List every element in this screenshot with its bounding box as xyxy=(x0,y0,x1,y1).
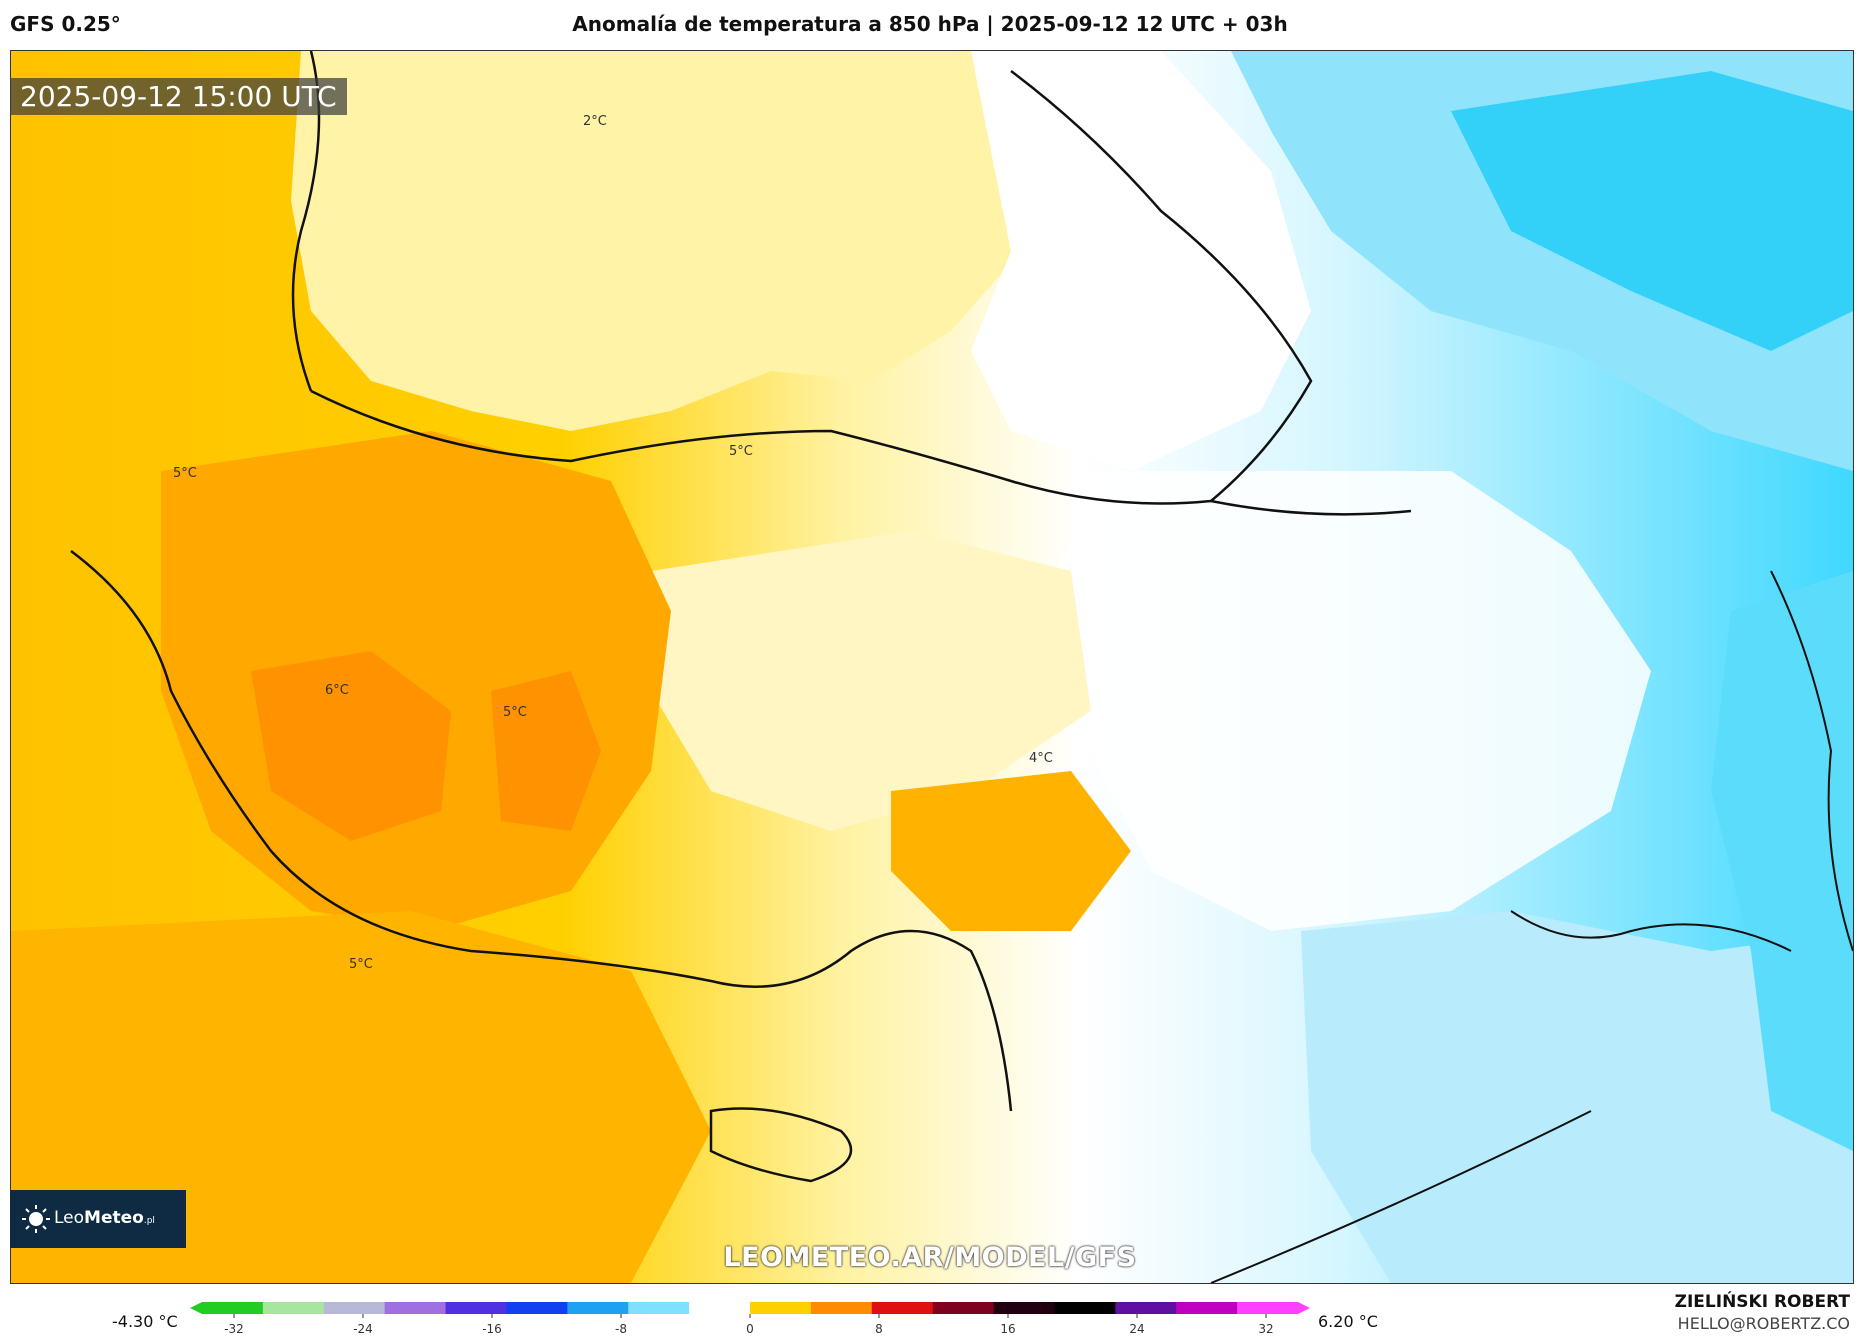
colorbar-tick-label: -24 xyxy=(353,1322,373,1336)
colorbar-cell xyxy=(750,1302,812,1314)
color-scale: -32 -24 -16 -8 0 8 16 24 32 xyxy=(190,1302,1310,1336)
field-white-east-turkey xyxy=(1051,471,1651,931)
colorbar-tick-label: 24 xyxy=(1129,1322,1144,1336)
map-title: Anomalía de temperatura a 850 hPa | 2025… xyxy=(572,12,1288,36)
colorbar-cell xyxy=(1054,1302,1116,1314)
colorbar-cell xyxy=(689,1302,751,1314)
colorbar-tick-label: -32 xyxy=(224,1322,244,1336)
colorbar-cell xyxy=(628,1302,690,1314)
colorbar-cell xyxy=(445,1302,507,1314)
colorbar-cell xyxy=(506,1302,568,1314)
colorbar-cell xyxy=(810,1302,873,1314)
valid-time-badge: 2025-09-12 15:00 UTC xyxy=(10,78,347,115)
logo-wordmark: LeoMeteo.pl xyxy=(54,1208,155,1228)
author-name: ZIELIŃSKI ROBERT xyxy=(1674,1292,1850,1312)
legend-max-value: 6.20 °C xyxy=(1318,1312,1378,1331)
colorbar-tick-label: -16 xyxy=(482,1322,502,1336)
cyprus-outline xyxy=(709,1107,853,1183)
colorbar-cell xyxy=(384,1302,447,1314)
model-name: GFS 0.25° xyxy=(10,12,121,36)
border-turkey-syria xyxy=(1510,910,1792,952)
colorbar-cell xyxy=(1115,1302,1177,1314)
field-blue-east xyxy=(1711,571,1853,1151)
colorbar-cell xyxy=(871,1302,934,1314)
field-blue-se xyxy=(1301,911,1853,1283)
colorbar-tick-label: 16 xyxy=(1000,1322,1015,1336)
colorbar-cell xyxy=(567,1302,629,1314)
colorbar-tick-label: 32 xyxy=(1258,1322,1273,1336)
field-white-blacksea xyxy=(971,51,1311,471)
colorbar-cell xyxy=(932,1302,995,1314)
colorbar-tick-label: 8 xyxy=(875,1322,883,1336)
colorbar-cell xyxy=(262,1302,325,1314)
colorbar-cell xyxy=(993,1302,1055,1314)
field-deepblue-ne xyxy=(1451,71,1853,351)
coastline-east-blacksea xyxy=(1010,70,1313,502)
map-panel[interactable]: 2°C 5°C 5°C 6°C 5°C 4°C 5°C xyxy=(10,50,1854,1284)
border-iran xyxy=(1770,570,1853,952)
field-pale-north xyxy=(291,51,1061,431)
field-darkorange-west xyxy=(251,651,451,841)
contour-label: 5°C xyxy=(729,444,753,459)
field-orange-med xyxy=(11,911,711,1283)
contour-label: 5°C xyxy=(349,957,373,972)
coastline-south xyxy=(70,550,1013,1112)
author-email[interactable]: HELLO@ROBERTZ.CO xyxy=(1677,1314,1850,1333)
colorbar-tick-label: -8 xyxy=(615,1322,627,1336)
field-orange-south xyxy=(891,771,1131,931)
colorbar-cell xyxy=(323,1302,386,1314)
source-watermark: LEOMETEO.AR/MODEL/GFS xyxy=(723,1242,1137,1273)
border-syria-iraq xyxy=(1210,1110,1592,1283)
leometeo-logo[interactable]: LeoMeteo.pl xyxy=(10,1190,186,1248)
legend-min-value: -4.30 °C xyxy=(112,1312,178,1331)
anomaly-map: 2°C 5°C 5°C 6°C 5°C 4°C 5°C xyxy=(11,51,1853,1283)
contour-label: 4°C xyxy=(1029,751,1053,766)
contour-label: 5°C xyxy=(173,466,197,481)
contour-label: 6°C xyxy=(325,683,349,698)
colorbar-min-arrow xyxy=(190,1302,202,1314)
coastline-north xyxy=(310,389,1412,516)
field-pale-central xyxy=(651,531,1091,831)
colorbar-tick-label: 0 xyxy=(746,1322,754,1336)
field-darkorange-mid xyxy=(491,671,601,831)
contour-label: 5°C xyxy=(503,705,527,720)
colorbar-cell xyxy=(1237,1302,1299,1314)
colorbar-cell xyxy=(202,1302,264,1314)
sun-icon xyxy=(22,1205,50,1233)
colorbar-max-arrow xyxy=(1298,1302,1310,1314)
contour-label: 2°C xyxy=(583,114,607,129)
colorbar-cell xyxy=(1176,1302,1238,1314)
